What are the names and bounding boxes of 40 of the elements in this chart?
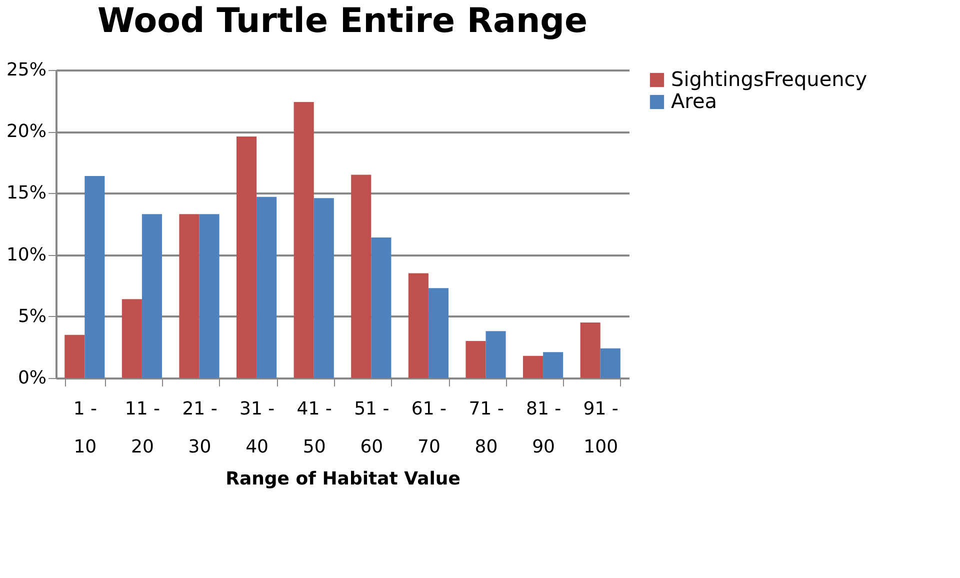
- x-tick-label: 51 - 60: [354, 398, 390, 458]
- x-tick-label: 71 - 80: [468, 398, 504, 458]
- bar: [179, 214, 200, 378]
- bar: [600, 348, 620, 378]
- x-tick-label: 21 - 30: [182, 398, 218, 458]
- y-tick-label: 15%: [6, 182, 46, 204]
- bar: [122, 299, 142, 378]
- x-tick-label: 41 - 50: [296, 398, 332, 458]
- y-tick-label: 10%: [6, 244, 46, 266]
- bar: [522, 356, 544, 378]
- bar: [142, 214, 162, 378]
- bar: [428, 288, 449, 378]
- bar: [408, 273, 428, 378]
- y-tick-label: 5%: [18, 306, 46, 327]
- y-tick-label: 25%: [6, 60, 46, 80]
- bar: [486, 331, 506, 378]
- x-tick-label: 1 - 10: [73, 398, 97, 458]
- bar: [351, 174, 372, 378]
- x-axis-title: Range of Habitat Value: [226, 468, 460, 490]
- x-tick-label: 11 - 20: [124, 398, 160, 458]
- bar: [64, 334, 85, 378]
- bar: [256, 196, 277, 378]
- x-tick-label: 61 - 70: [411, 398, 447, 458]
- y-tick-label: 0%: [18, 368, 46, 388]
- x-tick-label: 91 - 100: [583, 398, 618, 458]
- legend-label: Area: [671, 89, 718, 113]
- bar: [236, 136, 257, 378]
- bar: [294, 102, 314, 378]
- bar: [199, 214, 220, 378]
- x-tick-label: 31 - 40: [239, 398, 275, 458]
- legend-label: SightingsFrequency: [671, 67, 868, 91]
- bar: [314, 198, 334, 378]
- bar: [580, 322, 600, 378]
- bar: [466, 341, 486, 378]
- bar: [543, 352, 564, 378]
- x-tick-label: 81 - 90: [526, 398, 562, 458]
- chart-title: Wood Turtle Entire Range: [97, 1, 588, 41]
- bar: [84, 176, 105, 378]
- bar: [371, 238, 392, 378]
- y-tick-label: 20%: [6, 121, 46, 142]
